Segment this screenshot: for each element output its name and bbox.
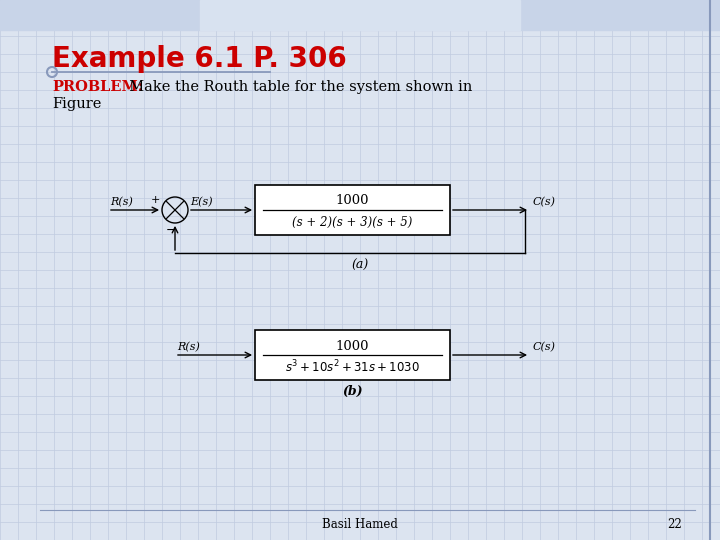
Text: Make the Routh table for the system shown in: Make the Routh table for the system show… (120, 80, 472, 94)
Text: Basil Hamed: Basil Hamed (322, 518, 398, 531)
Text: (b): (b) (342, 385, 362, 398)
Bar (255, 330, 450, 380)
Text: C(s): C(s) (533, 197, 556, 207)
Bar (255, 185, 450, 235)
Text: R(s): R(s) (110, 197, 133, 207)
Bar (0, 0, 720, 30)
Text: $s^3 + 10s^2 + 31s + 1030$: $s^3 + 10s^2 + 31s + 1030$ (285, 359, 420, 375)
Text: 22: 22 (667, 518, 683, 531)
Text: PROBLEM:: PROBLEM: (52, 80, 143, 94)
Text: −: − (166, 224, 176, 237)
Text: C(s): C(s) (533, 342, 556, 352)
Text: Figure: Figure (52, 97, 102, 111)
Text: Example 6.1 P. 306: Example 6.1 P. 306 (52, 45, 347, 73)
Text: 1000: 1000 (336, 340, 369, 353)
Bar (200, 0, 520, 30)
Text: (s + 2)(s + 3)(s + 5): (s + 2)(s + 3)(s + 5) (292, 215, 413, 228)
Text: E(s): E(s) (190, 197, 212, 207)
Text: (a): (a) (351, 259, 369, 272)
Text: 1000: 1000 (336, 194, 369, 207)
Text: +: + (150, 195, 160, 205)
Text: R(s): R(s) (177, 342, 200, 352)
